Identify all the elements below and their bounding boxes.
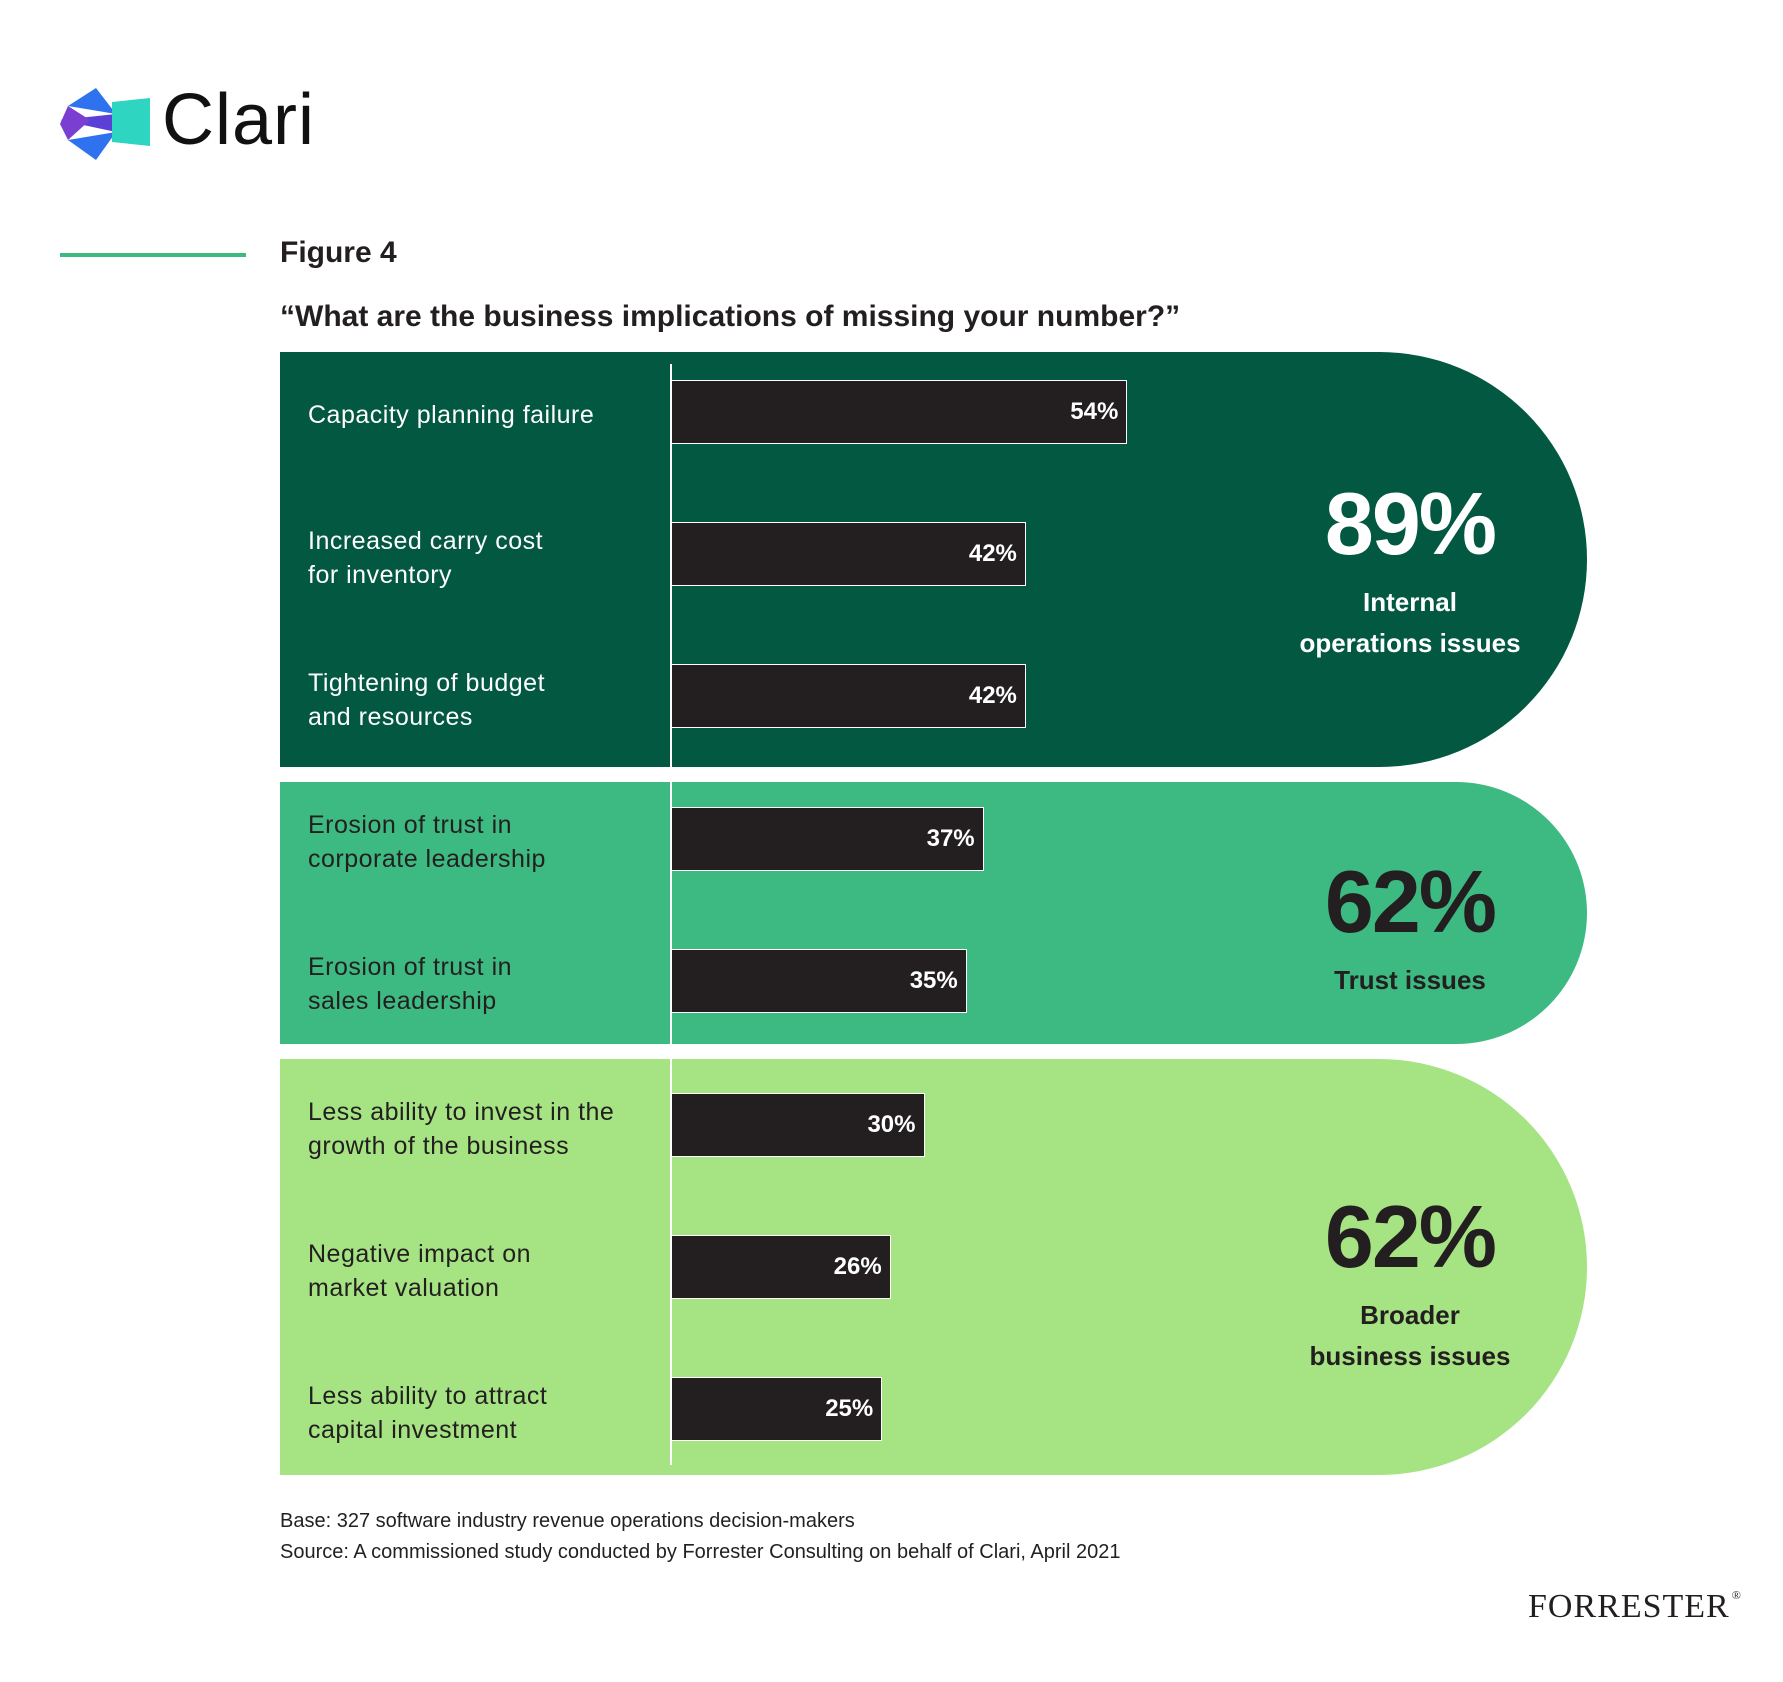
label-line: Tightening of budget xyxy=(308,669,546,697)
caption-line: Broader xyxy=(1360,1300,1460,1330)
label-line: Less ability to invest in the xyxy=(308,1098,615,1126)
panel-background xyxy=(280,782,1587,1044)
group-summary: 62% Broader business issues xyxy=(1210,1193,1610,1377)
category-label: Less ability to attract capital investme… xyxy=(308,1379,668,1447)
category-label: Erosion of trust in corporate leadership xyxy=(308,808,668,876)
caption-line: operations issues xyxy=(1299,628,1521,658)
panel-trust: Erosion of trust in corporate leadership… xyxy=(280,782,1587,1044)
label-line: capital investment xyxy=(308,1416,518,1444)
clari-logo: Clari xyxy=(60,80,480,170)
bar: 37% xyxy=(671,807,984,871)
summary-caption: Trust issues xyxy=(1210,960,1610,1001)
label-line: for inventory xyxy=(308,561,453,589)
caption-line: Internal xyxy=(1363,587,1457,617)
label-line: Negative impact on xyxy=(308,1240,532,1268)
category-label: Erosion of trust in sales leadership xyxy=(308,950,668,1018)
bar: 26% xyxy=(671,1235,891,1299)
bar-value-label: 25% xyxy=(825,1395,874,1422)
label-line: Erosion of trust in xyxy=(308,811,513,839)
bar: 35% xyxy=(671,949,967,1013)
bar: 25% xyxy=(671,1377,883,1441)
source-note: Source: A commissioned study conducted b… xyxy=(280,1541,1121,1563)
bar-value-label: 42% xyxy=(968,540,1017,567)
category-label: Less ability to invest in the growth of … xyxy=(308,1095,668,1163)
bar-value-label: 26% xyxy=(833,1253,882,1280)
figure-rule xyxy=(60,253,246,257)
label-line: growth of the business xyxy=(308,1132,570,1160)
chart-question: “What are the business implications of m… xyxy=(280,300,1181,333)
bar: 42% xyxy=(671,664,1026,728)
label-line: market valuation xyxy=(308,1274,500,1302)
bar-value-label: 54% xyxy=(1070,398,1119,425)
summary-percentage: 62% xyxy=(1324,1187,1497,1286)
label-line: and resources xyxy=(308,703,473,731)
bar-value-label: 37% xyxy=(926,825,975,852)
label-line: corporate leadership xyxy=(308,845,546,873)
summary-percentage: 62% xyxy=(1324,852,1497,951)
brand-name: Clari xyxy=(162,80,316,160)
group-summary: 62% Trust issues xyxy=(1210,858,1610,1001)
panel-internal-operations: Capacity planning failure 54% Increased … xyxy=(280,352,1587,767)
label-line: sales leadership xyxy=(308,987,497,1015)
caption-line: business issues xyxy=(1309,1341,1511,1371)
panel-background xyxy=(280,1059,1587,1475)
bar: 42% xyxy=(671,522,1026,586)
axis-line xyxy=(670,782,672,1044)
summary-caption: Internal operations issues xyxy=(1210,582,1610,664)
summary-percentage: 89% xyxy=(1324,474,1497,573)
group-summary: 89% Internal operations issues xyxy=(1210,480,1610,664)
registered-mark: ® xyxy=(1731,1588,1742,1602)
bar-value-label: 42% xyxy=(968,682,1017,709)
bar-value-label: 30% xyxy=(867,1111,916,1138)
label-line: Erosion of trust in xyxy=(308,953,513,981)
category-label: Tightening of budget and resources xyxy=(308,666,668,734)
panel-broader-business: Less ability to invest in the growth of … xyxy=(280,1059,1587,1475)
summary-caption: Broader business issues xyxy=(1210,1295,1610,1377)
category-label: Negative impact on market valuation xyxy=(308,1237,668,1305)
label-line: Less ability to attract xyxy=(308,1382,548,1410)
bar: 54% xyxy=(671,380,1128,444)
forrester-logo: FORRESTER ® xyxy=(1528,1588,1742,1626)
label-line: Capacity planning failure xyxy=(308,401,595,429)
label-line: Increased carry cost xyxy=(308,527,544,555)
category-label: Capacity planning failure xyxy=(308,398,668,432)
bar: 30% xyxy=(671,1093,925,1157)
publisher-name: FORRESTER xyxy=(1528,1588,1730,1625)
figure-label: Figure 4 xyxy=(280,236,397,269)
clari-logo-icon xyxy=(60,88,150,160)
chart-notes: Base: 327 software industry revenue oper… xyxy=(280,1506,1120,1568)
bar-value-label: 35% xyxy=(909,967,958,994)
base-note: Base: 327 software industry revenue oper… xyxy=(280,1510,855,1532)
caption-line: Trust issues xyxy=(1334,965,1486,995)
category-label: Increased carry cost for inventory xyxy=(308,524,668,592)
